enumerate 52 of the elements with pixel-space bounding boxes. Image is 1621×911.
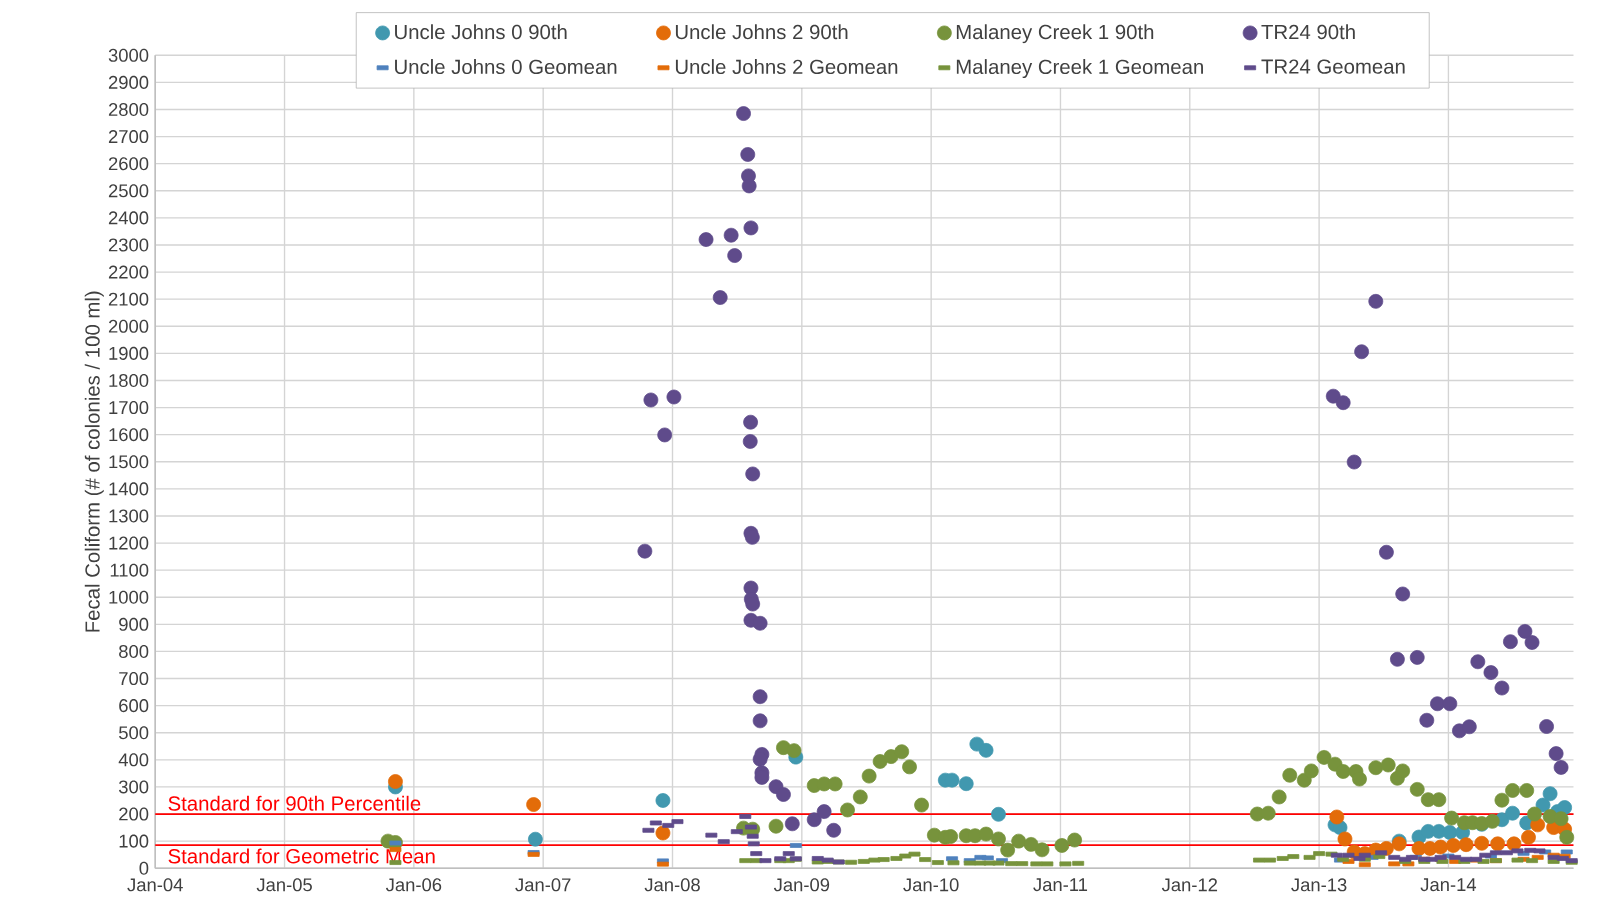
legend-label: Uncle Johns 2 90th: [675, 24, 848, 40]
y-tick-label: 0: [139, 861, 149, 875]
y-tick-label: 400: [118, 753, 149, 767]
legend-label: Uncle Johns 2 Geomean: [675, 59, 898, 75]
y-tick-label: 2000: [108, 319, 149, 333]
legend-label: TR24 Geomean: [1261, 59, 1405, 74]
y-tick-label: 1900: [109, 346, 149, 360]
y-tick-label: 1100: [110, 563, 149, 577]
legend-label: TR24 90th: [1261, 24, 1355, 40]
y-tick-label: 2200: [108, 265, 149, 279]
x-tick-label: Jan-14: [1420, 878, 1477, 892]
legend-label: Malaney Creek 1 90th: [956, 24, 1154, 44]
legend-label: Malaney Creek 1 Geomean: [956, 59, 1203, 79]
y-tick-label: 700: [119, 672, 149, 686]
y-tick-label: 1500: [109, 455, 149, 469]
y-tick-label: 900: [119, 617, 149, 631]
x-tick-label: Jan-10: [903, 878, 959, 892]
y-tick-label: 1300: [109, 509, 149, 523]
y-tick-label: 2900: [108, 75, 149, 89]
y-tick-label: 1600: [109, 428, 149, 442]
y-tick-label: 100: [119, 834, 149, 848]
x-tick-label: Jan-12: [1161, 878, 1218, 892]
y-tick-label: 2100: [108, 292, 149, 306]
y-tick-label: 3000: [108, 48, 149, 62]
y-tick-label: 2700: [108, 130, 149, 144]
y-tick-label: 600: [119, 699, 149, 713]
y-tick-label: 2800: [108, 103, 149, 117]
x-tick-label: Jan-06: [385, 878, 442, 892]
y-tick-label: 2500: [108, 184, 149, 198]
x-tick-label: Jan-05: [256, 878, 312, 892]
legend-label: Uncle Johns 0 90th: [395, 24, 567, 40]
x-tick-label: Jan-08: [644, 878, 700, 892]
x-tick-label: Jan-09: [773, 878, 830, 892]
ref-line-label: Standard for 90th Percentile: [168, 795, 421, 811]
y-tick-label: 2300: [108, 238, 149, 252]
y-axis-title: Fecal Coliform (# of colonies / 100 ml): [84, 291, 104, 632]
legend-label: Uncle Johns 0 Geomean: [395, 59, 617, 75]
y-tick-label: 1400: [109, 482, 149, 496]
x-tick-label: Jan-07: [515, 878, 571, 892]
y-tick-label: 1800: [109, 373, 149, 388]
x-tick-label: Jan-11: [1033, 878, 1088, 892]
y-tick-label: 2400: [108, 211, 149, 225]
x-tick-label: Jan-13: [1291, 878, 1347, 892]
y-tick-label: 1000: [109, 590, 149, 604]
y-tick-label: 1700: [109, 401, 149, 415]
y-tick-label: 2600: [108, 157, 149, 171]
x-tick-label: Jan-04: [127, 878, 183, 892]
y-tick-label: 200: [119, 807, 149, 821]
y-tick-label: 300: [118, 780, 149, 794]
y-tick-label: 800: [119, 644, 149, 659]
y-tick-label: 1200: [109, 536, 149, 550]
y-tick-label: 500: [118, 726, 149, 740]
